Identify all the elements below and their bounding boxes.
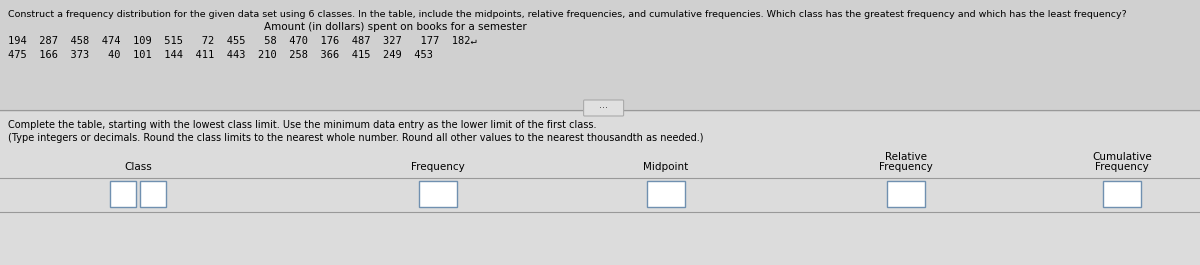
Text: 475  166  373   40  101  144  411  443  210  258  366  415  249  453: 475 166 373 40 101 144 411 443 210 258 3… xyxy=(8,50,433,60)
Bar xyxy=(419,181,457,207)
Text: (Type integers or decimals. Round the class limits to the nearest whole number. : (Type integers or decimals. Round the cl… xyxy=(8,133,703,143)
Text: Frequency: Frequency xyxy=(1096,162,1148,172)
FancyBboxPatch shape xyxy=(583,100,624,116)
Text: Frequency: Frequency xyxy=(412,162,464,172)
Text: ···: ··· xyxy=(599,103,608,113)
Text: Amount (in dollars) spent on books for a semester: Amount (in dollars) spent on books for a… xyxy=(264,22,527,32)
Text: Cumulative: Cumulative xyxy=(1092,152,1152,162)
Text: Complete the table, starting with the lowest class limit. Use the minimum data e: Complete the table, starting with the lo… xyxy=(8,120,596,130)
Text: Midpoint: Midpoint xyxy=(643,162,689,172)
Bar xyxy=(647,181,685,207)
Text: Construct a frequency distribution for the given data set using 6 classes. In th: Construct a frequency distribution for t… xyxy=(8,10,1127,19)
Text: 194  287  458  474  109  515   72  455   58  470  176  487  327   177  182↵: 194 287 458 474 109 515 72 455 58 470 17… xyxy=(8,36,476,46)
Text: Frequency: Frequency xyxy=(880,162,932,172)
Text: Relative: Relative xyxy=(886,152,928,162)
Bar xyxy=(140,181,166,207)
Bar xyxy=(887,181,925,207)
Text: Class: Class xyxy=(124,162,152,172)
Bar xyxy=(110,181,136,207)
Bar xyxy=(0,112,1200,265)
Bar xyxy=(1103,181,1141,207)
